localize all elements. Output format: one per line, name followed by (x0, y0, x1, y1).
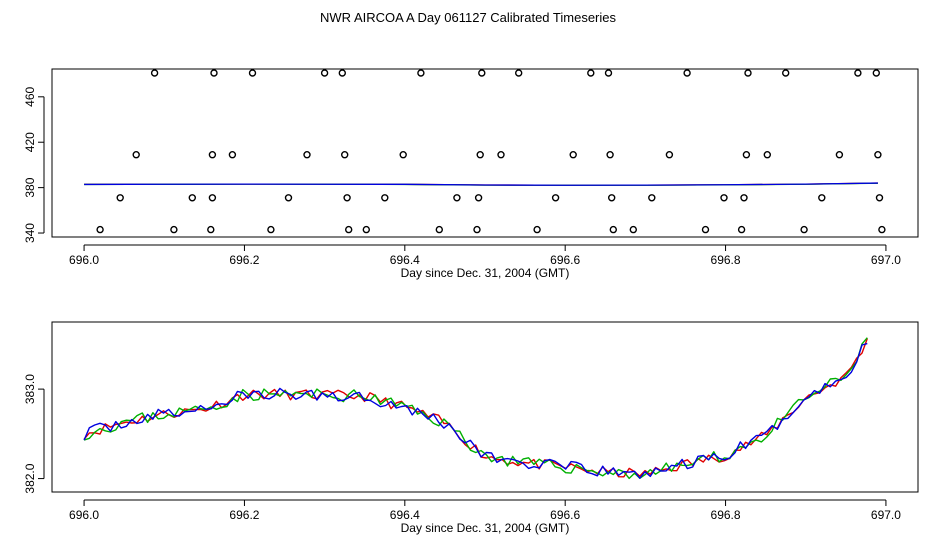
scatter-point (381, 194, 389, 202)
scatter-point (478, 69, 486, 77)
scatter-point (608, 194, 616, 202)
y-axis: 340 380 420 460 (23, 86, 45, 243)
scatter-point (207, 225, 215, 234)
scatter-point (742, 150, 751, 159)
scatter-point (587, 69, 595, 77)
scatter-point (116, 194, 124, 202)
scatter-point (341, 150, 349, 159)
x-axis-label: Day since Dec. 31, 2004 (GMT) (401, 266, 570, 280)
scatter-point (267, 225, 275, 234)
scatter-point (835, 150, 844, 159)
scatter-point (878, 225, 886, 234)
x-tick-label: 696.6 (550, 508, 580, 522)
x-tick-label: 696.8 (711, 508, 741, 522)
timeseries-lines (83, 337, 868, 480)
scatter-point (453, 194, 461, 202)
scatter-point (629, 225, 637, 234)
scatter-point (132, 150, 140, 159)
scatter-point (569, 150, 577, 159)
scatter-point (604, 69, 613, 77)
series-line-blue (84, 182, 878, 186)
chart-title: NWR AIRCOA A Day 061127 Calibrated Times… (320, 10, 616, 25)
scatter-point (473, 225, 481, 234)
scatter-point (737, 225, 746, 234)
x-tick-label: 696.2 (229, 508, 259, 522)
scatter-point (800, 225, 808, 234)
scatter-point (170, 225, 178, 234)
scatter-point (208, 150, 217, 159)
y-tick-label: 382.0 (23, 463, 37, 493)
scatter-point (874, 150, 882, 159)
scatter-point (338, 69, 346, 77)
series-line-blue (83, 342, 868, 479)
scatter-point (248, 69, 257, 77)
scatter-point (763, 150, 771, 159)
series-line-green (83, 337, 868, 480)
scatter-point (533, 225, 541, 234)
scatter-point (362, 225, 370, 234)
x-tick-label: 696.4 (390, 253, 420, 267)
scatter-point (345, 225, 353, 234)
scatter-point (320, 69, 329, 77)
scatter-point (96, 225, 104, 234)
y-tick-label: 420 (23, 132, 37, 152)
y-tick-label: 383.0 (23, 374, 37, 404)
scatter-point (515, 69, 523, 77)
plot-frame (51, 321, 919, 493)
x-tick-label: 696.0 (69, 253, 99, 267)
scatter-point (210, 69, 218, 77)
scatter-points (96, 69, 886, 234)
scatter-point (208, 194, 217, 202)
scatter-point (740, 194, 748, 202)
scatter-point (818, 194, 826, 202)
scatter-point (701, 225, 710, 234)
timeseries-plot-panel: 696.0 696.2 696.4 696.6 696.8 697.0 Day since … (23, 321, 919, 535)
x-tick-label: 697.0 (871, 253, 901, 267)
scatter-point (303, 150, 311, 159)
x-tick-label: 697.0 (871, 508, 901, 522)
scatter-point (435, 225, 443, 234)
scatter-point (188, 194, 197, 202)
x-axis: 696.0 696.2 696.4 696.6 696.8 697.0 (69, 499, 901, 522)
y-axis: 382.0 383.0 (23, 374, 45, 494)
x-tick-label: 696.8 (711, 253, 741, 267)
scatter-point (284, 194, 293, 202)
flat-series-lines (84, 182, 878, 186)
scatter-point (476, 150, 484, 159)
x-tick-label: 696.6 (550, 253, 580, 267)
scatter-point (665, 150, 674, 159)
scatter-point (228, 150, 237, 159)
scatter-point (606, 150, 614, 159)
scatter-point (609, 225, 617, 234)
scatter-point (683, 69, 691, 77)
scatter-point (720, 194, 728, 202)
scatter-point (875, 194, 884, 202)
x-tick-label: 696.0 (69, 508, 99, 522)
scatter-point (399, 150, 407, 159)
scatter-point (872, 69, 880, 77)
x-axis: 696.0 696.2 696.4 696.6 696.8 697.0 (69, 244, 901, 267)
y-tick-label: 460 (23, 86, 37, 106)
plot-frame (51, 68, 919, 238)
y-tick-label: 340 (23, 223, 37, 243)
scatter-point (474, 194, 483, 202)
series-line-red (83, 338, 868, 478)
scatter-point (854, 69, 862, 77)
x-axis-label: Day since Dec. 31, 2004 (GMT) (401, 521, 570, 535)
x-tick-label: 696.2 (229, 253, 259, 267)
scatter-point (343, 194, 351, 202)
scatter-point (744, 69, 752, 77)
scatter-point (551, 194, 560, 202)
scatter-point (782, 69, 790, 77)
scatter-plot-panel: 696.0 696.2 696.4 696.6 696.8 697.0 Day since … (23, 68, 919, 280)
x-tick-label: 696.4 (390, 508, 420, 522)
y-tick-label: 380 (23, 177, 37, 197)
scatter-point (417, 69, 425, 77)
scatter-point (150, 69, 159, 77)
scatter-point (648, 194, 656, 202)
scatter-point (497, 150, 505, 159)
